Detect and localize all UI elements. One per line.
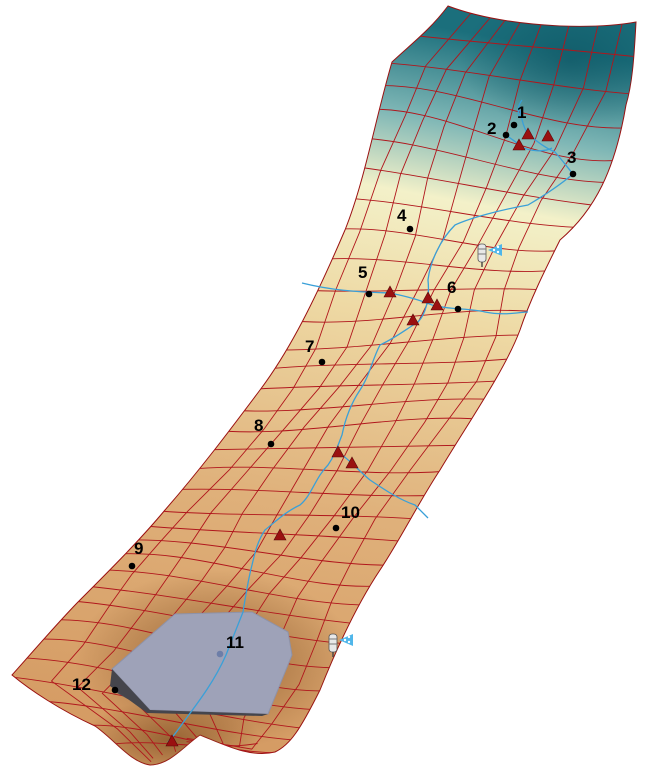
- site-9[interactable]: 9: [128, 539, 144, 570]
- site-7[interactable]: 7: [305, 337, 326, 366]
- red-triangle-icon: [345, 456, 359, 469]
- site-point: [510, 121, 518, 129]
- weather-station-icon: [328, 633, 353, 657]
- grid-line: [311, 258, 559, 272]
- grid-line: [104, 553, 393, 587]
- red-triangle-icon: [273, 528, 287, 541]
- marker-layer: [165, 127, 555, 747]
- grid-line: [33, 700, 308, 742]
- grid-line: [102, 742, 258, 747]
- grid-line: [399, 33, 636, 59]
- site-point: [332, 524, 340, 532]
- red-triangle-icon: [406, 313, 420, 326]
- site-11[interactable]: 11: [216, 633, 244, 658]
- grid-line: [239, 379, 516, 391]
- grid-line: [269, 334, 536, 351]
- site-12[interactable]: 12: [72, 675, 119, 694]
- grid-line: [333, 197, 581, 228]
- site-point: [128, 562, 136, 570]
- site-point: [216, 650, 224, 658]
- site-label: 5: [358, 263, 367, 282]
- site-label: 9: [134, 539, 143, 558]
- red-triangle-icon: [541, 129, 555, 142]
- red-triangle-icon: [512, 138, 526, 151]
- weather-station-icon: [477, 243, 502, 267]
- stream-line: [301, 282, 529, 315]
- grid-line: [77, 9, 498, 759]
- grid-line: [50, 7, 476, 763]
- site-label: 2: [487, 119, 496, 138]
- site-point: [502, 131, 510, 139]
- reservoir: [110, 611, 293, 716]
- grid-line: [209, 417, 491, 433]
- grid-line: [341, 164, 593, 206]
- site-10[interactable]: 10: [332, 503, 360, 532]
- site-label: 11: [226, 633, 244, 652]
- grid-line: [357, 108, 621, 162]
- grid-line: [186, 20, 624, 750]
- site-label: 10: [341, 503, 360, 522]
- site-label: 4: [397, 206, 407, 225]
- grid-line: [144, 509, 431, 521]
- grid-line: [194, 444, 476, 451]
- grid-line: [119, 539, 406, 566]
- grid-line: [132, 524, 418, 543]
- site-label: 7: [305, 337, 314, 356]
- site-point: [111, 686, 119, 694]
- red-triangle-icon: [165, 734, 179, 747]
- red-triangle-icon: [421, 291, 435, 304]
- red-triangle-icon: [331, 445, 345, 458]
- site-3[interactable]: 3: [567, 148, 577, 178]
- site-8[interactable]: 8: [254, 416, 275, 448]
- stream-line: [242, 109, 574, 613]
- grid-line: [297, 288, 549, 292]
- site-label: 8: [254, 416, 263, 435]
- site-label: 3: [567, 148, 576, 167]
- stream-network: [167, 99, 574, 743]
- site-label: 6: [447, 278, 456, 297]
- site-1[interactable]: 1: [510, 103, 527, 129]
- grid-line: [371, 61, 636, 96]
- site-label: 12: [72, 675, 91, 694]
- grid-line: [254, 357, 526, 371]
- grid-line: [179, 466, 461, 474]
- grid-line: [89, 569, 381, 606]
- site-4[interactable]: 4: [397, 206, 414, 233]
- site-point: [454, 305, 462, 313]
- site-point: [406, 225, 414, 233]
- red-triangle-icon: [430, 298, 444, 311]
- stream-line: [517, 99, 523, 119]
- grid-line: [324, 228, 569, 252]
- grid-line: [349, 137, 607, 183]
- site-point: [318, 358, 326, 366]
- site-2[interactable]: 2: [487, 119, 510, 139]
- red-triangle-icon: [521, 127, 535, 140]
- site-point: [569, 170, 577, 178]
- grid-line: [364, 84, 635, 129]
- site-label: 1: [517, 103, 526, 122]
- red-triangle-icon: [383, 285, 397, 298]
- site-6[interactable]: 6: [447, 278, 462, 313]
- site-point: [365, 290, 373, 298]
- grid-line: [74, 584, 371, 626]
- grid-line: [224, 398, 503, 412]
- site-5[interactable]: 5: [358, 263, 373, 298]
- site-point: [267, 440, 275, 448]
- grid-line: [162, 488, 446, 497]
- stream-line: [167, 611, 244, 743]
- grid-line: [74, 724, 296, 754]
